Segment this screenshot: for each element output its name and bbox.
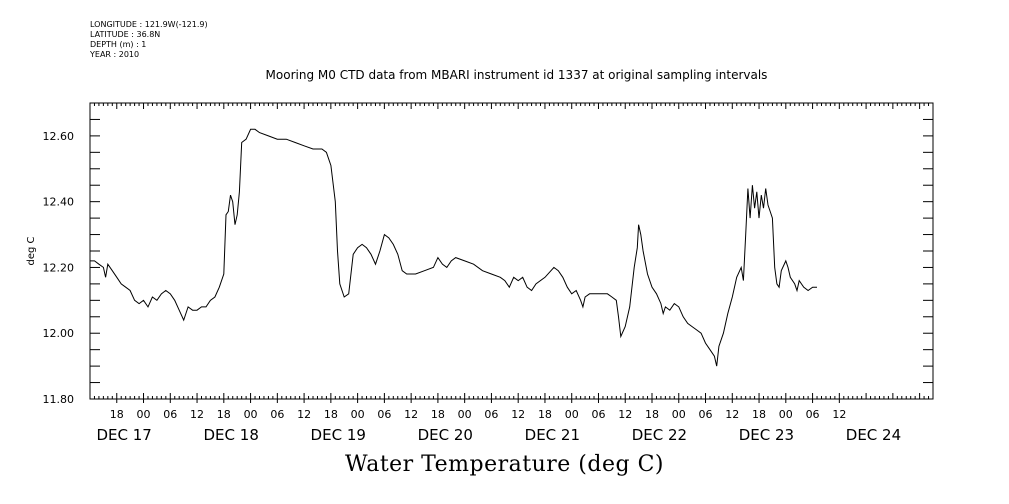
mooring-metadata: LONGITUDE : 121.9W(-121.9) LATITUDE : 36… — [90, 20, 208, 60]
x-tick-label: 06 — [270, 408, 284, 421]
series-line-water-temperature — [90, 128, 817, 367]
axis-labels: 18 00 06 12 18 00 06 12 18 00 06 12 18 00 06 12 18 00 06 12… — [43, 130, 902, 444]
x-tick-label: 12 — [511, 408, 525, 421]
y-tick-label: 11.80 — [43, 393, 75, 406]
chart-title: Mooring M0 CTD data from MBARI instrumen… — [265, 68, 768, 82]
x-day-label: DEC 19 — [311, 426, 366, 444]
x-day-label: DEC 22 — [632, 426, 687, 444]
depth-text: DEPTH (m) : 1 — [90, 40, 147, 49]
y-tick-label: 12.00 — [43, 327, 75, 340]
x-tick-label: 18 — [431, 408, 445, 421]
x-tick-label: 12 — [618, 408, 632, 421]
x-tick-label: 12 — [832, 408, 846, 421]
x-tick-label: 00 — [458, 408, 472, 421]
x-tick-label: 12 — [404, 408, 418, 421]
latitude-text: LATITUDE : 36.8N — [90, 30, 161, 39]
x-tick-label: 06 — [806, 408, 820, 421]
longitude-text: LONGITUDE : 121.9W(-121.9) — [90, 20, 208, 29]
x-tick-label: 00 — [351, 408, 365, 421]
x-tick-label: 12 — [297, 408, 311, 421]
x-tick-label: 18 — [645, 408, 659, 421]
x-tick-label: 06 — [484, 408, 498, 421]
x-axis-label: Water Temperature (deg C) — [345, 452, 664, 477]
x-tick-label: 00 — [244, 408, 258, 421]
y-axis-label: deg C — [26, 236, 37, 265]
x-tick-label: 00 — [565, 408, 579, 421]
x-tick-label: 12 — [190, 408, 204, 421]
y-tick-label: 12.20 — [43, 261, 75, 274]
x-tick-label: 18 — [752, 408, 766, 421]
x-tick-label: 18 — [110, 408, 124, 421]
x-day-label: DEC 21 — [525, 426, 580, 444]
x-day-label: DEC 23 — [739, 426, 794, 444]
x-tick-label: 18 — [538, 408, 552, 421]
x-day-label: DEC 24 — [846, 426, 901, 444]
x-tick-label: 06 — [699, 408, 713, 421]
x-tick-label: 00 — [137, 408, 151, 421]
x-day-label: DEC 20 — [418, 426, 473, 444]
y-tick-label: 12.40 — [43, 196, 75, 209]
x-tick-label: 12 — [725, 408, 739, 421]
x-day-label: DEC 17 — [96, 426, 151, 444]
year-text: YEAR : 2010 — [90, 50, 140, 59]
x-tick-label: 06 — [377, 408, 391, 421]
x-tick-label: 18 — [217, 408, 231, 421]
x-tick-label: 00 — [672, 408, 686, 421]
axis-ticks — [89, 102, 934, 403]
x-day-label: DEC 18 — [204, 426, 259, 444]
x-tick-label: 06 — [163, 408, 177, 421]
x-tick-label: 06 — [591, 408, 605, 421]
x-tick-label: 18 — [324, 408, 338, 421]
x-tick-label: 00 — [779, 408, 793, 421]
y-tick-label: 12.60 — [43, 130, 75, 143]
plot-frame — [89, 102, 934, 400]
